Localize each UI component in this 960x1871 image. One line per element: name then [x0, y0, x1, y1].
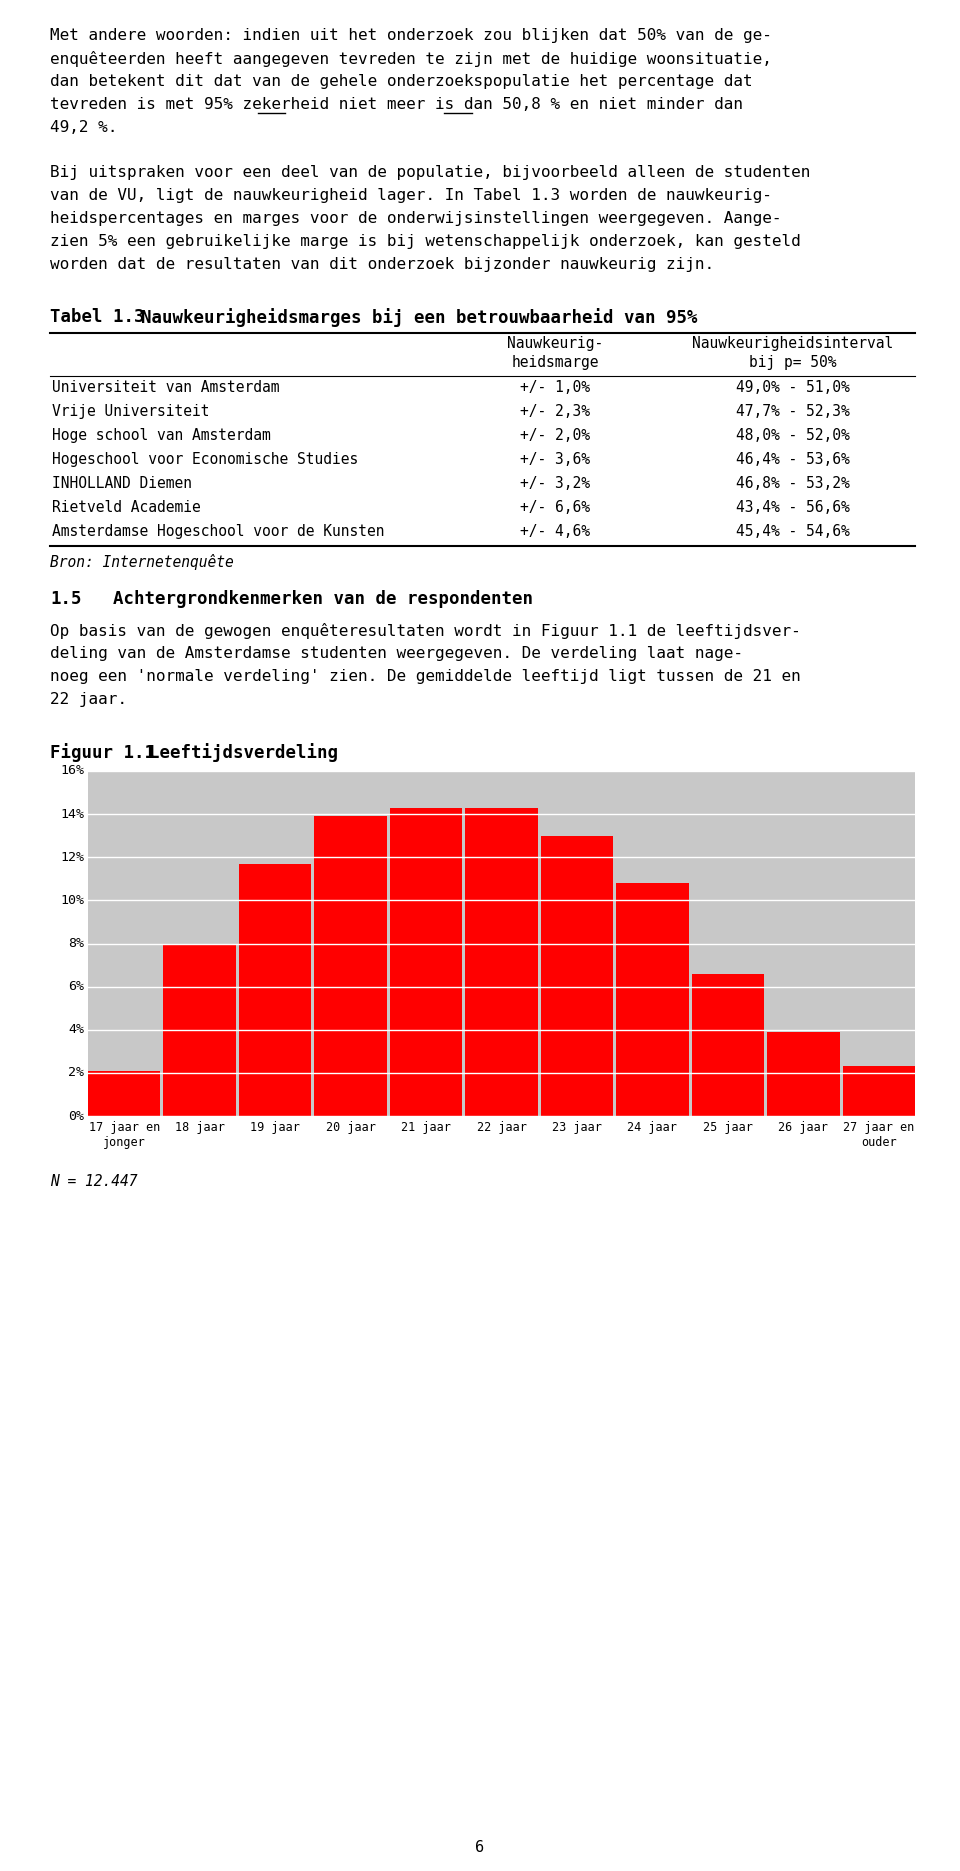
Bar — [88, 1070, 160, 1115]
Text: 2%: 2% — [68, 1066, 84, 1080]
Text: Amsterdamse Hogeschool voor de Kunsten: Amsterdamse Hogeschool voor de Kunsten — [52, 524, 385, 539]
Text: van de VU, ligt de nauwkeurigheid lager. In Tabel 1.3 worden de nauwkeurig-: van de VU, ligt de nauwkeurigheid lager.… — [50, 187, 772, 202]
Text: heidspercentages en marges voor de onderwijsinstellingen weergegeven. Aange-: heidspercentages en marges voor de onder… — [50, 211, 781, 226]
Text: 46,8% - 53,2%: 46,8% - 53,2% — [735, 475, 850, 490]
Text: Leeftijdsverdeling: Leeftijdsverdeling — [128, 743, 338, 761]
Text: 23 jaar: 23 jaar — [552, 1121, 602, 1134]
Text: dan betekent dit dat van de gehele onderzoekspopulatie het percentage dat: dan betekent dit dat van de gehele onder… — [50, 75, 753, 90]
Text: 47,7% - 52,3%: 47,7% - 52,3% — [735, 404, 850, 419]
Text: +/- 4,6%: +/- 4,6% — [520, 524, 590, 539]
Text: Nauwkeurigheidsmarges bij een betrouwbaarheid van 95%: Nauwkeurigheidsmarges bij een betrouwbaa… — [120, 309, 698, 327]
Text: 19 jaar: 19 jaar — [251, 1121, 300, 1134]
Text: 4%: 4% — [68, 1023, 84, 1037]
Bar — [163, 943, 236, 1115]
Text: 12%: 12% — [60, 851, 84, 864]
Bar — [616, 883, 688, 1115]
Text: enquêteerden heeft aangegeven tevreden te zijn met de huidige woonsituatie,: enquêteerden heeft aangegeven tevreden t… — [50, 51, 772, 67]
Text: N = 12.447: N = 12.447 — [50, 1173, 137, 1188]
Text: bij p= 50%: bij p= 50% — [749, 355, 836, 370]
Text: 43,4% - 56,6%: 43,4% - 56,6% — [735, 500, 850, 515]
Text: Bij uitspraken voor een deel van de populatie, bijvoorbeeld alleen de studenten: Bij uitspraken voor een deel van de popu… — [50, 165, 810, 180]
Text: 26 jaar: 26 jaar — [779, 1121, 828, 1134]
Text: Tabel 1.3: Tabel 1.3 — [50, 309, 145, 326]
Text: 8%: 8% — [68, 937, 84, 950]
Text: Hoge school van Amsterdam: Hoge school van Amsterdam — [52, 428, 271, 443]
Text: deling van de Amsterdamse studenten weergegeven. De verdeling laat nage-: deling van de Amsterdamse studenten weer… — [50, 645, 743, 660]
Text: INHOLLAND Diemen: INHOLLAND Diemen — [52, 475, 192, 490]
Text: 25 jaar: 25 jaar — [703, 1121, 753, 1134]
Bar — [691, 973, 764, 1115]
Text: +/- 1,0%: +/- 1,0% — [520, 380, 590, 395]
Text: +/- 3,6%: +/- 3,6% — [520, 453, 590, 468]
Text: +/- 2,3%: +/- 2,3% — [520, 404, 590, 419]
Text: 18 jaar: 18 jaar — [175, 1121, 225, 1134]
Bar — [88, 771, 915, 1115]
Text: 49,2 %.: 49,2 %. — [50, 120, 117, 135]
Text: 6: 6 — [475, 1839, 485, 1854]
Text: Figuur 1.1: Figuur 1.1 — [50, 743, 155, 761]
Text: +/- 6,6%: +/- 6,6% — [520, 500, 590, 515]
Text: Nauwkeurigheidsinterval: Nauwkeurigheidsinterval — [692, 337, 893, 352]
Text: +/- 3,2%: +/- 3,2% — [520, 475, 590, 490]
Bar — [843, 1066, 915, 1115]
Text: 10%: 10% — [60, 894, 84, 907]
Text: tevreden is met 95% zekerheid niet meer is dan 50,8 % en niet minder dan: tevreden is met 95% zekerheid niet meer … — [50, 97, 743, 112]
Text: 45,4% - 54,6%: 45,4% - 54,6% — [735, 524, 850, 539]
Text: 46,4% - 53,6%: 46,4% - 53,6% — [735, 453, 850, 468]
Text: 48,0% - 52,0%: 48,0% - 52,0% — [735, 428, 850, 443]
Text: heidsmarge: heidsmarge — [512, 355, 599, 370]
Bar — [314, 816, 387, 1115]
Text: Vrije Universiteit: Vrije Universiteit — [52, 404, 209, 419]
Bar — [767, 1033, 840, 1115]
Text: 22 jaar.: 22 jaar. — [50, 692, 127, 707]
Text: 22 jaar: 22 jaar — [476, 1121, 526, 1134]
Text: worden dat de resultaten van dit onderzoek bijzonder nauwkeurig zijn.: worden dat de resultaten van dit onderzo… — [50, 256, 714, 271]
Text: Hogeschool voor Economische Studies: Hogeschool voor Economische Studies — [52, 453, 358, 468]
Bar — [239, 864, 311, 1115]
Bar — [540, 836, 613, 1115]
Text: 24 jaar: 24 jaar — [628, 1121, 678, 1134]
Text: 6%: 6% — [68, 980, 84, 994]
Text: Universiteit van Amsterdam: Universiteit van Amsterdam — [52, 380, 279, 395]
Text: Achtergrondkenmerken van de respondenten: Achtergrondkenmerken van de respondenten — [113, 589, 534, 608]
Text: 16%: 16% — [60, 765, 84, 778]
Text: Op basis van de gewogen enquêteresultaten wordt in Figuur 1.1 de leeftijdsver-: Op basis van de gewogen enquêteresultate… — [50, 623, 801, 640]
Text: +/- 2,0%: +/- 2,0% — [520, 428, 590, 443]
Text: Rietveld Academie: Rietveld Academie — [52, 500, 201, 515]
Text: noeg een 'normale verdeling' zien. De gemiddelde leeftijd ligt tussen de 21 en: noeg een 'normale verdeling' zien. De ge… — [50, 670, 801, 685]
Text: 17 jaar en
jonger: 17 jaar en jonger — [88, 1121, 160, 1149]
Text: 49,0% - 51,0%: 49,0% - 51,0% — [735, 380, 850, 395]
Text: 20 jaar: 20 jaar — [325, 1121, 375, 1134]
Text: Bron: Internetenquête: Bron: Internetenquête — [50, 554, 233, 571]
Text: Nauwkeurig-: Nauwkeurig- — [507, 337, 603, 352]
Text: 14%: 14% — [60, 808, 84, 821]
Text: 1.5: 1.5 — [50, 589, 82, 608]
Text: zien 5% een gebruikelijke marge is bij wetenschappelijk onderzoek, kan gesteld: zien 5% een gebruikelijke marge is bij w… — [50, 234, 801, 249]
Bar — [466, 808, 538, 1115]
Text: 0%: 0% — [68, 1110, 84, 1123]
Text: Met andere woorden: indien uit het onderzoek zou blijken dat 50% van de ge-: Met andere woorden: indien uit het onder… — [50, 28, 772, 43]
Text: 27 jaar en
ouder: 27 jaar en ouder — [843, 1121, 914, 1149]
Bar — [390, 808, 463, 1115]
Text: 21 jaar: 21 jaar — [401, 1121, 451, 1134]
